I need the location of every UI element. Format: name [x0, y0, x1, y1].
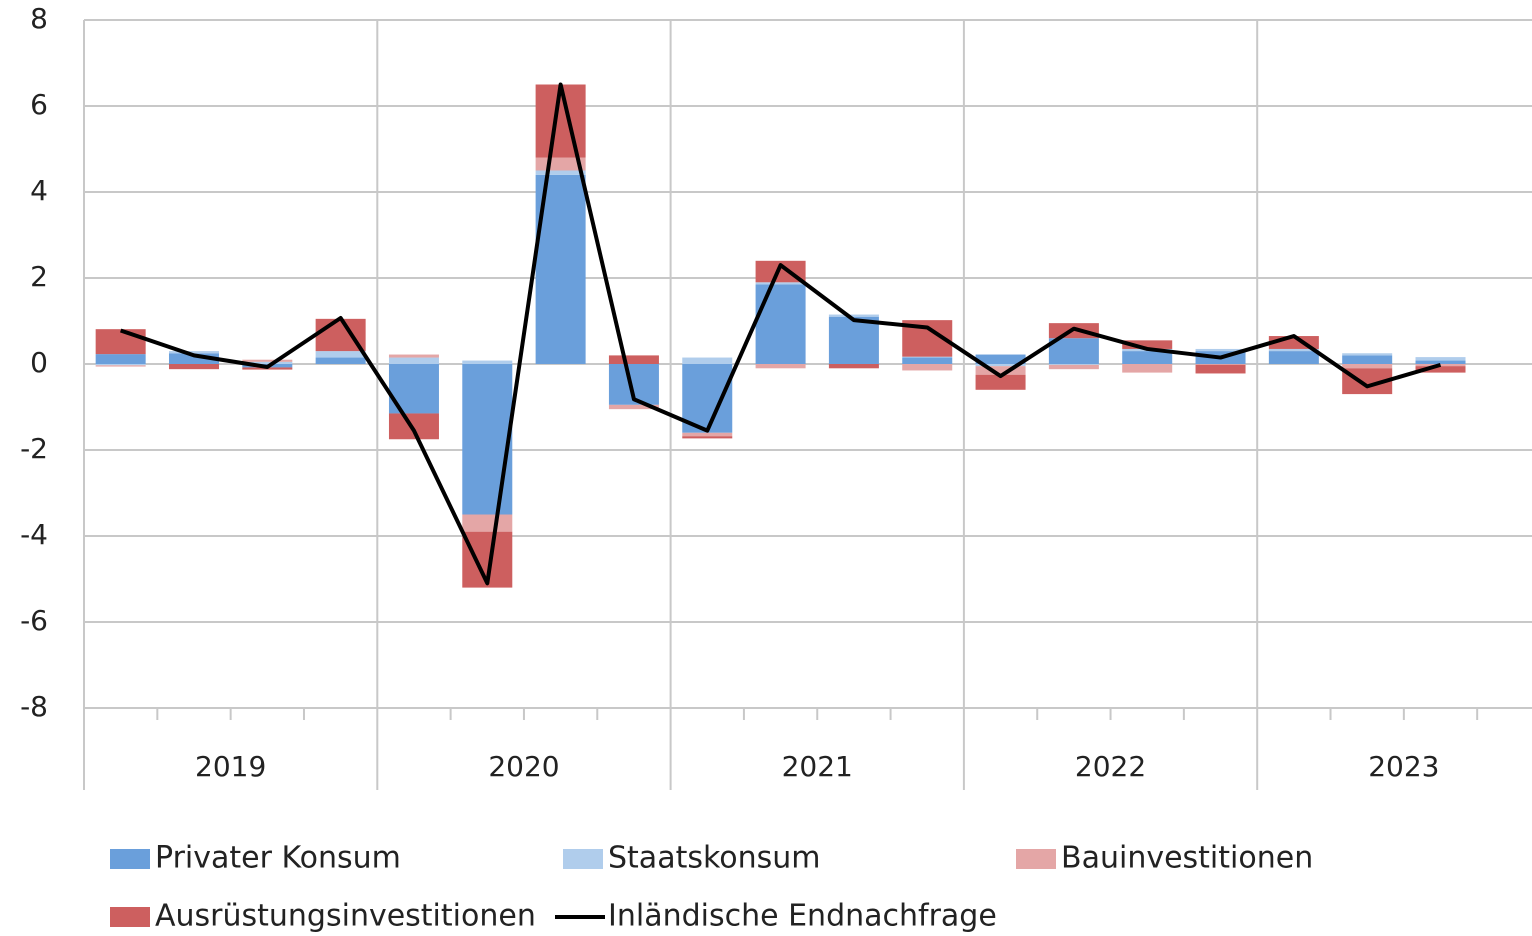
legend-label: Bauinvestitionen: [1061, 841, 1313, 876]
bar-segment: [682, 357, 733, 364]
bar-segment: [535, 170, 586, 175]
bar-segment: [462, 514, 513, 532]
y-tick-label: -8: [20, 690, 48, 723]
legend-swatch: [110, 907, 150, 927]
bar-segment: [608, 355, 659, 364]
bar-segment: [1195, 364, 1246, 365]
line-series: [120, 82, 1442, 586]
bar-segment: [1342, 353, 1393, 356]
bar-segment: [755, 364, 806, 369]
bar-segment: [975, 374, 1026, 390]
x-group-label: 2021: [782, 750, 853, 783]
bar-segment: [902, 357, 953, 364]
legend-label: Staatskonsum: [608, 841, 821, 876]
bar-segment: [902, 356, 953, 358]
bar-segment: [315, 351, 366, 358]
bar-segment: [168, 353, 219, 364]
bar-segment: [1268, 351, 1319, 364]
bar-segment: [682, 364, 733, 433]
y-tick-label: 8: [30, 2, 48, 35]
y-tick-label: -2: [20, 432, 48, 465]
bar-segment: [1122, 364, 1173, 373]
bar-segment: [95, 365, 146, 367]
legend-swatch: [563, 849, 603, 869]
bar-segment: [388, 354, 439, 358]
y-tick-label: -6: [20, 604, 48, 637]
bar-segment: [902, 364, 953, 371]
bar-segment: [388, 413, 439, 440]
bar-segment: [95, 354, 146, 364]
x-group-label: 2023: [1368, 750, 1439, 783]
bar-segment: [462, 360, 513, 364]
bar-segment: [682, 436, 733, 439]
bar-segment: [828, 316, 879, 364]
bar-segment: [1195, 348, 1246, 352]
bar-segment: [975, 354, 1026, 364]
bar-segment: [1048, 364, 1099, 365]
bar-segment: [1415, 360, 1466, 364]
y-tick-label: -4: [20, 518, 48, 551]
x-group-label: 2020: [488, 750, 559, 783]
bar-segment: [828, 364, 879, 369]
legend-label: Privater Konsum: [155, 841, 401, 876]
bar-segment: [682, 432, 733, 437]
bar-segment: [1268, 348, 1319, 352]
bar-segment: [1048, 338, 1099, 364]
bar-segment: [975, 366, 1026, 375]
bar-segment: [1342, 355, 1393, 364]
bar-segment: [828, 314, 879, 317]
legend-label: Ausrüstungsinvestitionen: [155, 899, 536, 934]
bar-segment: [1122, 340, 1173, 349]
bar-segment: [755, 282, 806, 285]
x-group-label: 2022: [1075, 750, 1146, 783]
bar-segment: [1415, 366, 1466, 373]
bar-segment: [168, 351, 219, 354]
y-tick-label: 4: [30, 174, 48, 207]
bar-segment: [168, 364, 219, 370]
legend-label: Inländische Endnachfrage: [608, 899, 997, 934]
y-tick-label: 0: [30, 346, 48, 379]
legend-swatch: [110, 849, 150, 869]
bar-segment: [608, 404, 659, 410]
bar-segment: [1415, 357, 1466, 361]
bar-segment: [388, 357, 439, 364]
bar-segment: [462, 364, 513, 515]
bar-segment: [242, 359, 293, 362]
bar-segment: [315, 357, 366, 364]
bar-segment: [755, 284, 806, 364]
y-tick-label: 2: [30, 260, 48, 293]
bar-segment: [1122, 351, 1173, 364]
bar-segment: [242, 361, 293, 364]
bar-segment: [1195, 364, 1246, 374]
bar-segment: [975, 364, 1026, 367]
bar-segment: [95, 329, 146, 355]
bar-segment: [1048, 364, 1099, 370]
bar-segment: [95, 364, 146, 366]
legend-swatch: [1016, 849, 1056, 869]
bar-segment: [1342, 364, 1393, 369]
y-tick-label: 6: [30, 88, 48, 121]
x-group-label: 2019: [195, 750, 266, 783]
